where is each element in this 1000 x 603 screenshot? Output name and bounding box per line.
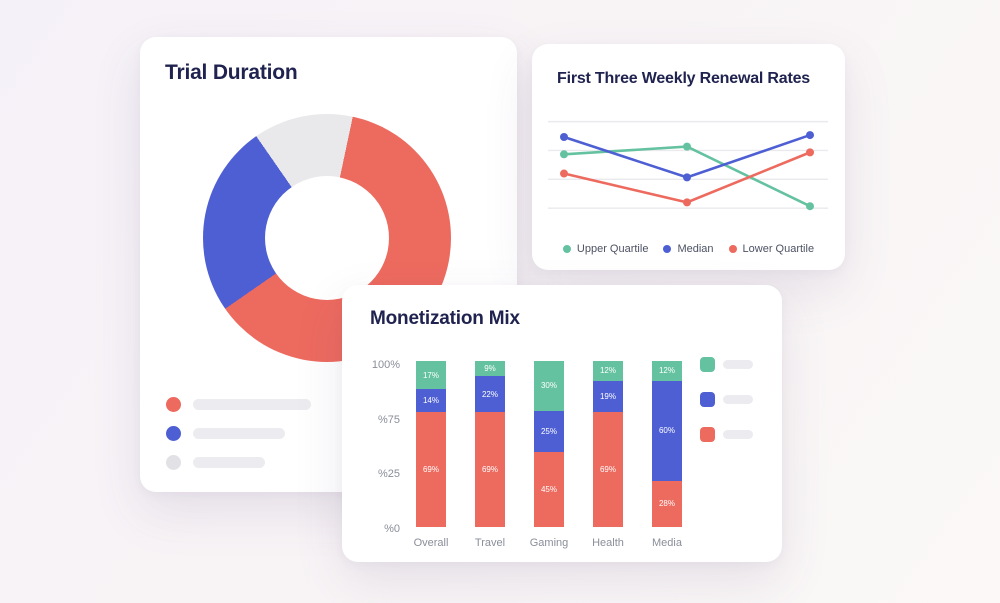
legend-dot bbox=[729, 245, 737, 253]
category-labels: Overall Travel Gaming Health Media bbox=[416, 537, 682, 549]
legend-text-placeholder bbox=[193, 457, 265, 468]
y-tick-label: %25 bbox=[378, 468, 400, 480]
bar-segment: 17% bbox=[416, 361, 446, 389]
bar-segment: 12% bbox=[593, 361, 623, 381]
segment-value-label: 12% bbox=[659, 366, 675, 375]
stacked-bar: 69% 14% 17% bbox=[416, 361, 446, 527]
legend-swatch bbox=[700, 357, 715, 372]
legend-dot bbox=[563, 245, 571, 253]
legend-text-placeholder bbox=[193, 428, 285, 439]
dashboard-illustration: Trial Duration First Three Weekly Renewa… bbox=[0, 0, 1000, 603]
legend-item: Upper Quartile bbox=[563, 243, 649, 255]
legend-label: Lower Quartile bbox=[743, 243, 815, 255]
legend-dot bbox=[663, 245, 671, 253]
legend-dot bbox=[166, 397, 181, 412]
category-label: Gaming bbox=[534, 537, 564, 549]
segment-value-label: 45% bbox=[541, 485, 557, 494]
stacked-bar: 45% 25% 30% bbox=[534, 361, 564, 527]
bar-segment: 45% bbox=[534, 452, 564, 527]
legend-item: Median bbox=[663, 243, 713, 255]
bar-segment: 9% bbox=[475, 361, 505, 376]
bar-segment: 22% bbox=[475, 376, 505, 413]
renewal-rates-title: First Three Weekly Renewal Rates bbox=[557, 70, 810, 88]
segment-value-label: 25% bbox=[541, 427, 557, 436]
trial-legend bbox=[166, 397, 311, 470]
legend-label: Median bbox=[677, 243, 713, 255]
renewal-rates-card: First Three Weekly Renewal Rates Upper Q… bbox=[532, 44, 845, 270]
y-axis-ticks: 100% %75 %25 %0 bbox=[362, 359, 400, 535]
data-point bbox=[806, 148, 814, 156]
bar-segment: 69% bbox=[593, 412, 623, 527]
legend-placeholder-row bbox=[166, 426, 311, 441]
segment-value-label: 60% bbox=[659, 426, 675, 435]
bar-segment: 25% bbox=[534, 411, 564, 453]
legend-dot bbox=[166, 426, 181, 441]
segment-value-label: 30% bbox=[541, 381, 557, 390]
stacked-bar: 28% 60% 12% bbox=[652, 361, 682, 527]
data-point bbox=[683, 143, 691, 151]
segment-value-label: 28% bbox=[659, 499, 675, 508]
legend-swatch bbox=[700, 427, 715, 442]
line-series bbox=[564, 135, 810, 177]
category-label: Health bbox=[593, 537, 623, 549]
bar-segment: 69% bbox=[475, 412, 505, 527]
data-point bbox=[806, 202, 814, 210]
bar-segment: 12% bbox=[652, 361, 682, 381]
segment-value-label: 69% bbox=[423, 465, 439, 474]
legend-placeholder-row bbox=[700, 392, 753, 407]
segment-value-label: 69% bbox=[482, 465, 498, 474]
legend-text-placeholder bbox=[723, 430, 753, 439]
bar-segment: 60% bbox=[652, 381, 682, 481]
legend-swatch bbox=[700, 392, 715, 407]
stacked-bar: 69% 19% 12% bbox=[593, 361, 623, 527]
y-tick-label: %75 bbox=[378, 414, 400, 426]
monetization-legend bbox=[700, 357, 753, 442]
bar-segment: 14% bbox=[416, 389, 446, 412]
legend-placeholder-row bbox=[166, 455, 311, 470]
bar-segment: 19% bbox=[593, 381, 623, 413]
legend-placeholder-row bbox=[700, 427, 753, 442]
legend-dot bbox=[166, 455, 181, 470]
legend-placeholder-row bbox=[700, 357, 753, 372]
category-label: Travel bbox=[475, 537, 505, 549]
segment-value-label: 9% bbox=[484, 364, 496, 373]
legend-text-placeholder bbox=[193, 399, 311, 410]
trial-duration-title: Trial Duration bbox=[165, 61, 298, 85]
category-label: Media bbox=[652, 537, 682, 549]
legend-text-placeholder bbox=[723, 395, 753, 404]
data-point bbox=[560, 150, 568, 158]
legend-placeholder-row bbox=[166, 397, 311, 412]
segment-value-label: 19% bbox=[600, 392, 616, 401]
data-point bbox=[683, 198, 691, 206]
renewal-line-chart bbox=[548, 104, 828, 219]
bar-segment: 30% bbox=[534, 361, 564, 411]
segment-value-label: 69% bbox=[600, 465, 616, 474]
stacked-bar-chart: 69% 14% 17% 69% 22% 9% 45% 25% 30% 69% 19% 12% 28% 60… bbox=[416, 361, 682, 527]
y-tick-label: %0 bbox=[384, 523, 400, 535]
segment-value-label: 17% bbox=[423, 371, 439, 380]
data-point bbox=[560, 133, 568, 141]
donut-hole bbox=[265, 176, 389, 300]
segment-value-label: 22% bbox=[482, 390, 498, 399]
monetization-mix-title: Monetization Mix bbox=[370, 308, 520, 330]
data-point bbox=[806, 131, 814, 139]
bar-segment: 69% bbox=[416, 412, 446, 527]
legend-label: Upper Quartile bbox=[577, 243, 649, 255]
category-label: Overall bbox=[416, 537, 446, 549]
monetization-mix-card: Monetization Mix 100%%75%25%0 69%14%17%6… bbox=[342, 285, 782, 562]
segment-value-label: 14% bbox=[423, 396, 439, 405]
data-point bbox=[683, 173, 691, 181]
legend-text-placeholder bbox=[723, 360, 753, 369]
renewal-legend: Upper Quartile Median Lower Quartile bbox=[532, 243, 845, 255]
legend-item: Lower Quartile bbox=[729, 243, 815, 255]
data-point bbox=[560, 170, 568, 178]
stacked-bar: 69% 22% 9% bbox=[475, 361, 505, 527]
bar-segment: 28% bbox=[652, 481, 682, 527]
y-tick-label: 100% bbox=[372, 359, 400, 371]
segment-value-label: 12% bbox=[600, 366, 616, 375]
